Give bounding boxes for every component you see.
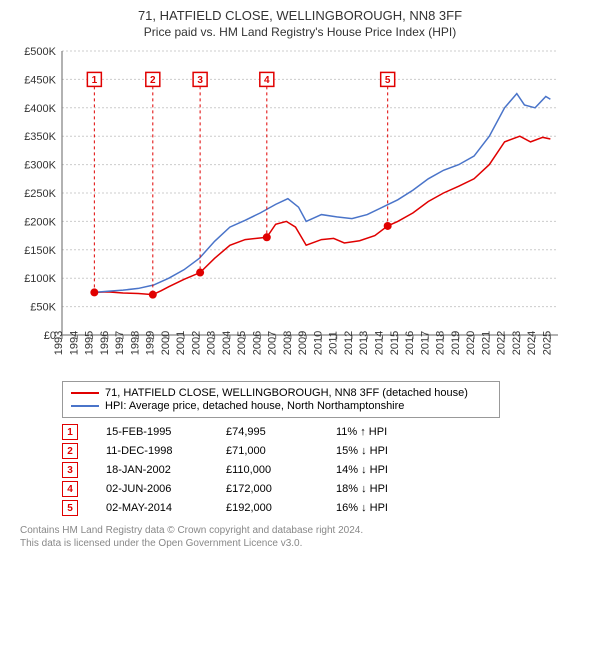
tx-row-delta: 11% ↑ HPI [336,426,446,438]
chart-container: 71, HATFIELD CLOSE, WELLINGBOROUGH, NN8 … [0,0,600,560]
y-tick-label: £150K [24,245,56,257]
x-tick-label: 2023 [511,331,523,355]
tx-row-price: £74,995 [226,426,336,438]
tx-marker-dot [149,291,157,299]
y-tick-label: £300K [24,160,56,172]
x-tick-label: 2012 [343,331,355,355]
tx-marker-number: 2 [150,75,156,86]
legend-item: HPI: Average price, detached house, Nort… [71,400,491,412]
tx-row-delta: 18% ↓ HPI [336,483,446,495]
x-tick-label: 2020 [465,331,477,355]
x-tick-label: 2015 [389,331,401,355]
tx-row-price: £192,000 [226,502,336,514]
tx-row-date: 11-DEC-1998 [106,445,226,457]
x-tick-label: 1996 [99,331,111,355]
x-tick-label: 2004 [221,331,233,355]
x-tick-label: 1993 [53,331,65,355]
tx-row-delta: 15% ↓ HPI [336,445,446,457]
x-tick-label: 2016 [404,331,416,355]
x-tick-label: 2005 [236,331,248,355]
tx-row-price: £71,000 [226,445,336,457]
tx-marker-dot [196,269,204,277]
y-tick-label: £200K [24,216,56,228]
tx-row-marker: 5 [62,500,78,516]
transactions-table: 1 15-FEB-1995£74,99511% ↑ HPI 2 11-DEC-1998… [62,424,502,516]
y-tick-label: £450K [24,74,56,86]
transaction-row: 3 18-JAN-2002£110,00014% ↓ HPI [62,462,502,478]
y-tick-label: £400K [24,103,56,115]
footer-attribution: Contains HM Land Registry data © Crown c… [20,524,590,550]
legend-swatch [71,392,99,394]
legend-item: 71, HATFIELD CLOSE, WELLINGBOROUGH, NN8 … [71,387,491,399]
tx-row-delta: 14% ↓ HPI [336,464,446,476]
x-tick-label: 2011 [328,331,340,355]
x-tick-label: 1997 [114,331,126,355]
tx-row-date: 18-JAN-2002 [106,464,226,476]
transaction-row: 2 11-DEC-1998£71,00015% ↓ HPI [62,443,502,459]
x-tick-label: 2001 [175,331,187,355]
title-main: 71, HATFIELD CLOSE, WELLINGBOROUGH, NN8 … [10,8,590,23]
x-tick-label: 2013 [358,331,370,355]
tx-marker-number: 5 [385,75,391,86]
tx-row-marker: 2 [62,443,78,459]
tx-marker-dot [384,222,392,230]
tx-marker-number: 1 [92,75,98,86]
legend-swatch [71,405,99,407]
y-tick-label: £250K [24,188,56,200]
transaction-row: 1 15-FEB-1995£74,99511% ↑ HPI [62,424,502,440]
transaction-row: 4 02-JUN-2006£172,00018% ↓ HPI [62,481,502,497]
x-tick-label: 1999 [145,331,157,355]
chart-area: £0£50K£100K£150K£200K£250K£300K£350K£400… [10,45,590,375]
x-tick-label: 2003 [206,331,218,355]
tx-marker-number: 3 [197,75,203,86]
legend-label: 71, HATFIELD CLOSE, WELLINGBOROUGH, NN8 … [105,387,468,399]
footer-line-2: This data is licensed under the Open Gov… [20,537,590,550]
x-tick-label: 2000 [160,331,172,355]
x-tick-label: 2022 [496,331,508,355]
x-tick-label: 1995 [84,331,96,355]
x-tick-label: 2010 [312,331,324,355]
x-tick-label: 2021 [480,331,492,355]
footer-line-1: Contains HM Land Registry data © Crown c… [20,524,590,537]
chart-titles: 71, HATFIELD CLOSE, WELLINGBOROUGH, NN8 … [10,8,590,39]
y-tick-label: £500K [24,46,56,58]
tx-row-price: £172,000 [226,483,336,495]
tx-marker-number: 4 [264,75,270,86]
x-tick-label: 2006 [251,331,263,355]
x-tick-label: 2017 [419,331,431,355]
x-tick-label: 2018 [435,331,447,355]
tx-row-marker: 3 [62,462,78,478]
tx-row-price: £110,000 [226,464,336,476]
legend-label: HPI: Average price, detached house, Nort… [105,400,404,412]
tx-marker-dot [263,233,271,241]
tx-row-date: 02-MAY-2014 [106,502,226,514]
x-tick-label: 2024 [526,331,538,355]
y-tick-label: £350K [24,131,56,143]
x-tick-label: 2014 [373,331,385,355]
line-chart-svg: £0£50K£100K£150K£200K£250K£300K£350K£400… [10,45,570,375]
x-tick-label: 2002 [190,331,202,355]
tx-row-marker: 1 [62,424,78,440]
x-tick-label: 2009 [297,331,309,355]
x-tick-label: 2025 [541,331,553,355]
x-tick-label: 2008 [282,331,294,355]
tx-row-date: 15-FEB-1995 [106,426,226,438]
tx-row-delta: 16% ↓ HPI [336,502,446,514]
legend-box: 71, HATFIELD CLOSE, WELLINGBOROUGH, NN8 … [62,381,500,418]
x-tick-label: 1998 [129,331,141,355]
x-tick-label: 2007 [267,331,279,355]
tx-row-date: 02-JUN-2006 [106,483,226,495]
tx-row-marker: 4 [62,481,78,497]
x-tick-label: 1994 [68,331,80,355]
transaction-row: 5 02-MAY-2014£192,00016% ↓ HPI [62,500,502,516]
y-tick-label: £50K [30,302,56,314]
y-tick-label: £100K [24,273,56,285]
tx-marker-dot [90,288,98,296]
title-sub: Price paid vs. HM Land Registry's House … [10,25,590,39]
x-tick-label: 2019 [450,331,462,355]
